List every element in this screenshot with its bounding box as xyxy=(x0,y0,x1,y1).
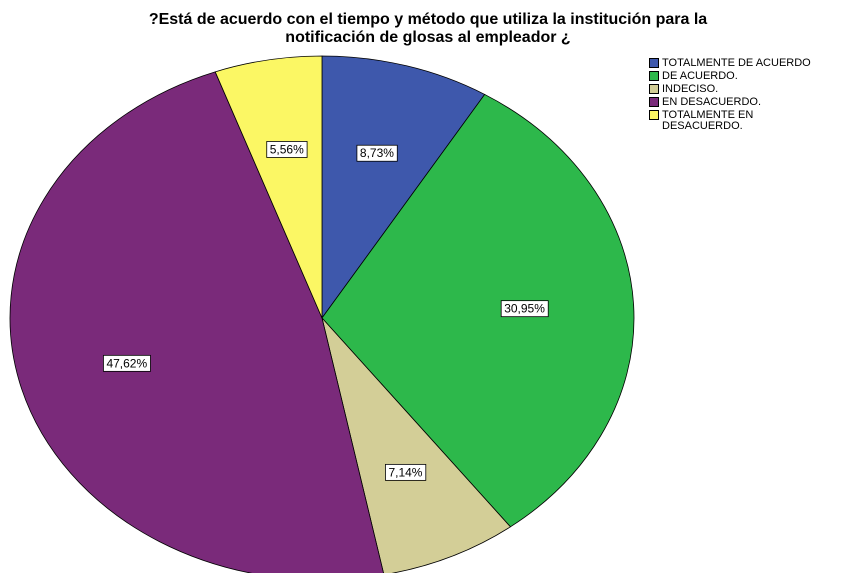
value-label-group: 7,14% xyxy=(385,463,427,481)
value-label: 7,14% xyxy=(388,465,422,479)
chart-title: notificación de glosas al empleador ¿ xyxy=(285,29,571,46)
legend-swatch xyxy=(649,97,659,107)
legend-label: INDECISO. xyxy=(662,83,719,95)
legend-item: EN DESACUERDO. xyxy=(649,97,854,108)
legend: TOTALMENTE DE ACUERDO DE ACUERDO. INDECISO… xyxy=(649,58,854,134)
value-label: 5,56% xyxy=(270,142,304,156)
pie-slice xyxy=(321,317,512,573)
legend-label: TOTALMENTE EN DESACUERDO. xyxy=(662,109,754,132)
value-label: 8,73% xyxy=(360,146,394,160)
value-label: 30,95% xyxy=(504,302,545,316)
value-label-group: 30,95% xyxy=(500,300,549,318)
pie-slice xyxy=(214,55,323,319)
legend-swatch xyxy=(649,58,659,68)
legend-item: INDECISO. xyxy=(649,84,854,95)
legend-label: EN DESACUERDO. xyxy=(662,96,762,108)
value-label-group: 5,56% xyxy=(266,141,308,158)
value-label-box xyxy=(266,141,308,158)
value-label-box xyxy=(356,144,398,162)
value-label-box xyxy=(500,300,549,318)
legend-item: TOTALMENTE DE ACUERDO xyxy=(649,58,854,69)
legend-swatch xyxy=(649,84,659,94)
value-label-group: 8,73% xyxy=(356,144,398,162)
pie-slice xyxy=(321,93,635,528)
value-label-group: 47,62% xyxy=(103,354,151,372)
legend-label: TOTALMENTE DE ACUERDO xyxy=(662,57,811,69)
pie-slice xyxy=(321,55,486,320)
legend-swatch xyxy=(649,71,659,81)
legend-item: DE ACUERDO. xyxy=(649,71,854,82)
legend-item: TOTALMENTE EN DESACUERDO. xyxy=(649,110,854,132)
value-label-box xyxy=(385,463,427,481)
value-label-box xyxy=(103,354,151,372)
legend-swatch xyxy=(649,110,659,120)
legend-label: DE ACUERDO. xyxy=(662,70,738,82)
chart-title: ?Está de acuerdo con el tiempo y método … xyxy=(149,11,707,28)
value-label: 47,62% xyxy=(106,356,147,370)
